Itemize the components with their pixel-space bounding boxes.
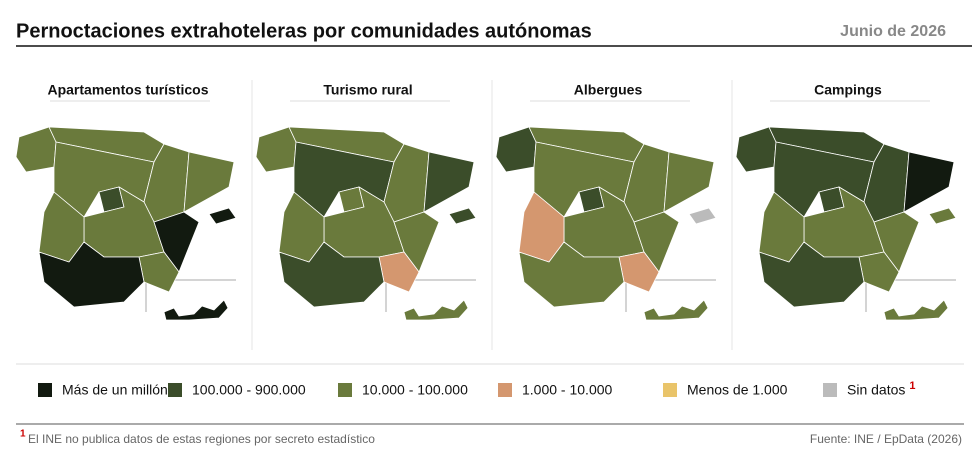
region — [883, 299, 949, 321]
map-title: Albergues — [574, 82, 643, 98]
region — [758, 241, 865, 308]
legend-swatch — [38, 383, 52, 397]
legend-label: 100.000 - 900.000 — [192, 382, 306, 398]
map — [15, 126, 237, 321]
legend-swatch — [823, 383, 837, 397]
region — [423, 151, 475, 213]
region — [15, 126, 57, 173]
region — [495, 126, 537, 173]
map — [735, 126, 957, 321]
region — [858, 251, 900, 293]
region — [208, 207, 237, 225]
legend-swatch — [168, 383, 182, 397]
region — [618, 251, 660, 293]
region — [518, 241, 625, 308]
map-title: Turismo rural — [323, 82, 412, 98]
region — [735, 126, 777, 173]
map-title: Apartamentos turísticos — [47, 82, 208, 98]
source: Fuente: INE / EpData (2026) — [810, 432, 962, 446]
region — [928, 207, 957, 225]
footnote: El INE no publica datos de estas regione… — [28, 432, 375, 446]
footnote-mark: 1 — [20, 429, 26, 440]
date: Junio de 2026 — [840, 23, 946, 40]
region — [663, 151, 715, 213]
region — [138, 251, 180, 293]
legend-label: 10.000 - 100.000 — [362, 382, 468, 398]
legend-label: Más de un millón — [62, 382, 168, 398]
region — [378, 251, 420, 293]
region — [903, 151, 955, 213]
title: Pernoctaciones extrahoteleras por comuni… — [16, 20, 592, 42]
region — [643, 299, 709, 321]
legend-label: 1.000 - 10.000 — [522, 382, 613, 398]
legend-note: 1 — [909, 380, 915, 392]
region — [255, 126, 297, 173]
region — [403, 299, 469, 321]
region — [688, 207, 717, 225]
legend-swatch — [498, 383, 512, 397]
legend-label: Sin datos — [847, 382, 905, 398]
legend-swatch — [663, 383, 677, 397]
map-title: Campings — [814, 82, 882, 98]
legend-swatch — [338, 383, 352, 397]
map — [495, 126, 717, 321]
region — [278, 241, 385, 308]
map — [255, 126, 477, 321]
legend-label: Menos de 1.000 — [687, 382, 788, 398]
region — [38, 241, 145, 308]
region — [448, 207, 477, 225]
region — [183, 151, 235, 213]
region — [163, 299, 229, 321]
